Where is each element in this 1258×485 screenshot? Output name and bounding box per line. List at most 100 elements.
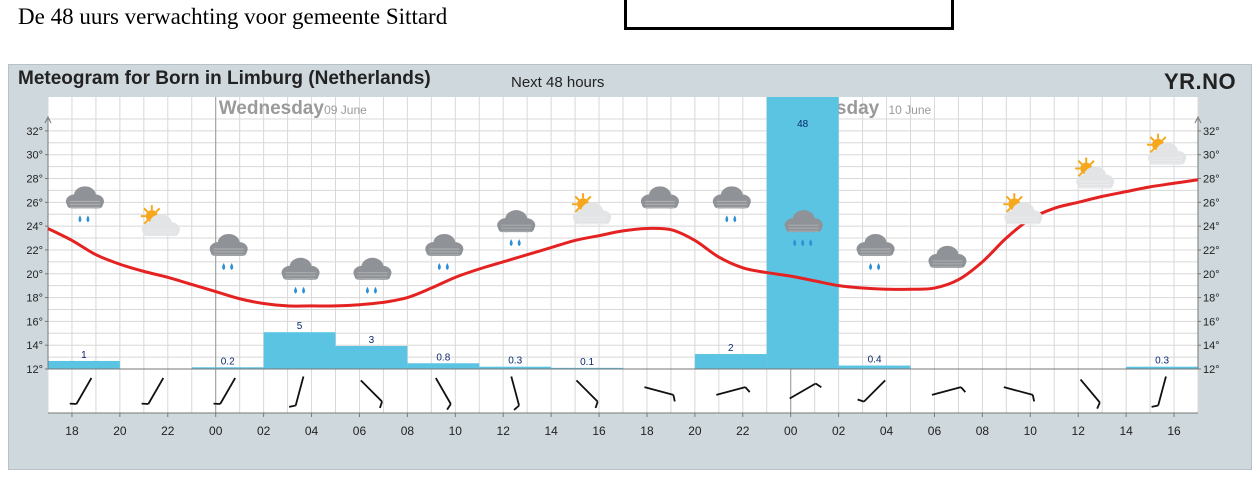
sun-ray — [1149, 148, 1155, 154]
sun-ray — [1089, 160, 1095, 165]
y-tick-label-left: 32° — [26, 126, 43, 138]
wind-arrow-icon — [575, 379, 599, 409]
sun-ray — [143, 219, 149, 225]
sun-ray — [1005, 207, 1011, 213]
wind-arrow-barb — [815, 382, 822, 388]
x-tick-label: 04 — [305, 424, 319, 438]
rain-drop — [437, 262, 441, 270]
wind-arrow-shaft — [644, 386, 674, 396]
y-tick-label-right: 18° — [1203, 293, 1220, 305]
x-tick-label: 10 — [1024, 424, 1038, 438]
rain-drop — [365, 286, 369, 294]
cloud-base — [282, 270, 319, 280]
rain-cloud-icon — [497, 210, 536, 247]
rain-drop — [793, 239, 797, 247]
wind-arrow-icon — [69, 377, 93, 405]
x-tick-label: 06 — [353, 424, 367, 438]
partly-cloudy-icon — [140, 205, 180, 237]
cloud-base — [1005, 215, 1042, 225]
wind-arrow-barb — [288, 404, 296, 408]
wind-arrow-icon — [931, 386, 967, 396]
y-tick-label-right: 16° — [1203, 316, 1220, 328]
wind-arrow-shaft — [75, 377, 93, 405]
wind-arrow-shaft — [789, 382, 817, 400]
precipitation-label: 3 — [369, 335, 375, 346]
wind-arrow-icon — [857, 379, 886, 403]
y-tick-label-right: 12° — [1203, 364, 1220, 376]
cloud-base — [66, 199, 103, 209]
page-heading: De 48 uurs verwachting voor gemeente Sit… — [18, 4, 448, 29]
wind-arrow-shaft — [716, 386, 746, 396]
precipitation-bar — [838, 365, 911, 369]
cloud-base — [713, 199, 750, 209]
header-placeholder-box — [624, 0, 954, 30]
precipitation-label: 48 — [797, 119, 809, 130]
wind-arrow-icon — [1003, 386, 1036, 402]
sun-ray — [1005, 195, 1011, 201]
rain-drop — [725, 215, 729, 223]
precipitation-label: 0.4 — [868, 355, 882, 366]
rain-cloud-icon — [281, 257, 320, 294]
meteogram-title: Meteogram for Born in Limburg (Netherlan… — [18, 68, 431, 89]
x-tick-label: 18 — [65, 424, 79, 438]
cloud-base — [785, 223, 822, 233]
partly-cloudy-icon — [1003, 193, 1043, 225]
precipitation-bar — [335, 346, 408, 369]
y-tick-label-right: 24° — [1203, 221, 1220, 233]
cloud-base — [142, 227, 179, 237]
wind-arrow-icon — [288, 376, 305, 408]
temperature-line — [47, 178, 1199, 308]
wind-arrow-barb — [379, 401, 383, 409]
sun-ray — [1077, 160, 1083, 165]
precipitation-label: 5 — [297, 321, 303, 332]
x-tick-label: 12 — [497, 424, 511, 438]
y-axis-arrow — [44, 115, 52, 124]
wind-arrow-shaft — [147, 377, 165, 405]
y-axis-arrow — [1194, 115, 1202, 124]
y-tick-label-right: 20° — [1203, 269, 1220, 281]
wind-arrow-shaft — [360, 379, 383, 403]
cloud-base — [641, 199, 678, 209]
x-tick-label: 06 — [928, 424, 942, 438]
wind-arrow-barb — [1151, 404, 1159, 408]
y-tick-label-left: 14° — [26, 340, 43, 352]
y-tick-label-right: 28° — [1203, 174, 1220, 186]
wind-arrow-barb — [446, 403, 452, 411]
rain-drop — [445, 262, 449, 270]
cloud-base — [426, 246, 463, 256]
precipitation-bar — [1126, 366, 1198, 369]
sun-ray — [1017, 195, 1023, 201]
y-tick-label-left: 16° — [26, 316, 43, 328]
precipitation-label: 0.8 — [436, 352, 450, 363]
partly-cloudy-icon — [572, 193, 612, 225]
wind-arrow-barb — [960, 386, 967, 393]
precipitation-bar — [191, 367, 264, 369]
rain-drop — [222, 262, 226, 270]
wind-arrow-icon — [1079, 378, 1101, 410]
y-tick-label-left: 30° — [26, 150, 43, 162]
wind-arrow-barb — [1096, 402, 1101, 410]
sun-ray — [1149, 136, 1155, 142]
y-tick-label-right: 22° — [1203, 245, 1220, 257]
wind-arrow-shaft — [219, 377, 236, 405]
x-tick-label: 02 — [257, 424, 271, 438]
y-tick-label-left: 18° — [26, 293, 43, 305]
wind-arrow-icon — [644, 386, 676, 402]
yr-logo[interactable]: YR.NO — [1164, 69, 1237, 94]
y-tick-label-left: 22° — [26, 245, 43, 257]
x-tick-label: 10 — [449, 424, 463, 438]
y-tick-label-left: 20° — [26, 269, 43, 281]
wind-arrow-shaft — [1079, 378, 1101, 404]
wind-arrow-barb — [69, 402, 77, 405]
precipitation-label: 0.2 — [221, 356, 235, 367]
wind-arrow-shaft — [435, 377, 452, 405]
date-label: 09 June — [324, 103, 367, 117]
wind-arrow-icon — [716, 386, 751, 396]
rain-cloud-icon — [65, 186, 104, 223]
meteogram-subtitle: Next 48 hours — [511, 74, 605, 91]
precipitation-bar — [766, 97, 839, 369]
sun-ray — [155, 207, 161, 213]
wind-arrow-barb — [1031, 394, 1036, 402]
sun-ray — [1161, 136, 1167, 142]
wind-arrow-icon — [360, 379, 383, 409]
